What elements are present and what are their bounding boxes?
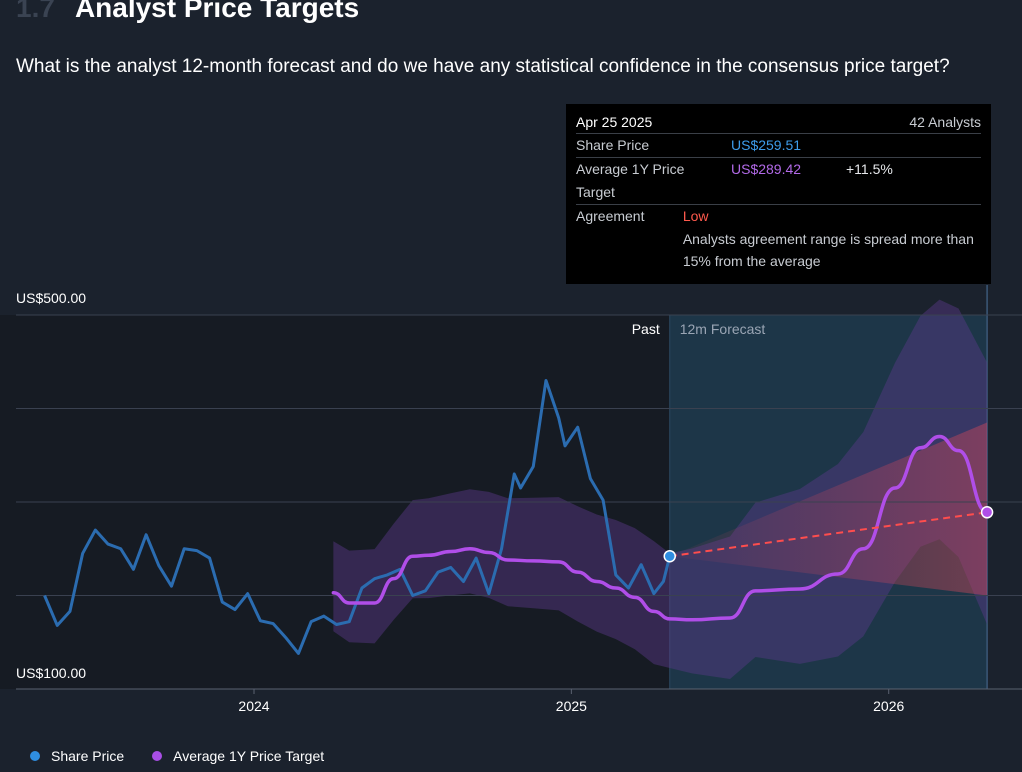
tooltip-target-change: +11.5% <box>846 161 893 177</box>
forecast-label: 12m Forecast <box>680 321 766 337</box>
y-axis-max-label: US$500.00 <box>16 290 87 306</box>
question-text: What is the analyst 12-month forecast an… <box>16 56 950 77</box>
tooltip-share-price-value: US$259.51 <box>731 137 802 153</box>
tooltip-header: Apr 25 2025 42 Analysts <box>576 114 981 134</box>
tooltip-agreement-row: Agreement Low Analysts agreement range i… <box>576 205 981 272</box>
x-tick-label: 2026 <box>873 698 904 714</box>
legend-item-share-price[interactable]: Share Price <box>30 748 124 764</box>
x-tick-label: 2024 <box>238 698 269 714</box>
tooltip-target-label: Average 1Y Price Target <box>576 158 731 204</box>
target-price-line <box>331 434 989 622</box>
tooltip-analyst-count: 42 Analysts <box>909 114 981 130</box>
tooltip-target-value: US$289.42 <box>731 161 802 177</box>
section-title: Analyst Price Targets <box>74 0 360 23</box>
chart-legend: Share Price Average 1Y Price Target <box>30 748 352 764</box>
tooltip-share-price-label: Share Price <box>576 137 650 153</box>
tooltip-date: Apr 25 2025 <box>576 114 653 130</box>
share-price-marker <box>663 549 676 563</box>
tooltip-agreement-note: Analysts agreement range is spread more … <box>682 231 974 269</box>
legend-item-target[interactable]: Average 1Y Price Target <box>152 748 324 764</box>
chart-tooltip: Apr 25 2025 42 Analysts Share Price US$2… <box>566 104 991 284</box>
tooltip-agreement-block: Low Analysts agreement range is spread m… <box>683 205 981 272</box>
share-price-line <box>43 378 672 655</box>
legend-dot-share-price <box>30 751 40 761</box>
target-range-band <box>333 299 988 680</box>
legend-label-target: Average 1Y Price Target <box>173 748 325 764</box>
section-number: 1.7 <box>16 0 55 23</box>
x-tick-label: 2025 <box>556 698 587 714</box>
section-header: 1.7 Analyst Price Targets <box>16 0 359 32</box>
legend-dot-target <box>152 751 163 761</box>
tooltip-target-label-line1: Average 1Y Price <box>576 161 685 177</box>
tooltip-share-price-row: Share Price US$259.51 <box>576 134 981 158</box>
target-marker <box>980 506 994 519</box>
legend-label-share-price: Share Price <box>51 748 125 764</box>
tooltip-target-label-line2: Target <box>576 184 615 200</box>
tooltip-agreement-label: Agreement <box>576 208 645 224</box>
consensus-projection-line <box>669 511 988 558</box>
tooltip-target-row: Average 1Y Price Target US$289.42 +11.5% <box>576 158 981 205</box>
past-label: Past <box>632 321 660 337</box>
tooltip-agreement-value: Low <box>682 208 709 224</box>
y-axis-min-label: US$100.00 <box>16 665 87 681</box>
